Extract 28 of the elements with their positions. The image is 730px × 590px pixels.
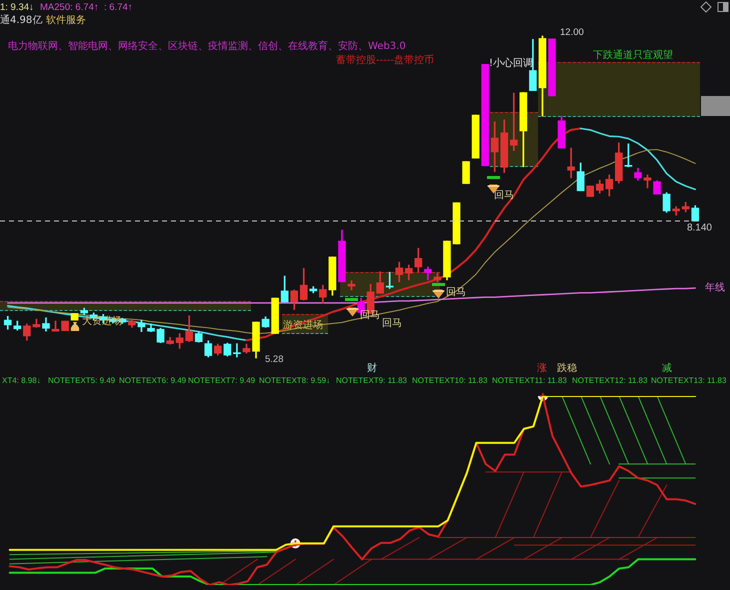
text: NOTETEXT12: 11.83: [572, 376, 648, 386]
text: 跌稳: [557, 363, 577, 374]
text: 通4.98亿: [0, 15, 42, 26]
annotation: 回马: [382, 318, 402, 329]
text: NOTETEXT10: 11.83: [412, 376, 488, 386]
text: 财: [367, 363, 377, 374]
text: NOTETEXT13: 11.83: [651, 376, 726, 386]
text: 涨: [537, 363, 547, 374]
series-label: 年线: [705, 282, 726, 294]
annotation: 电力物联网、智能电网、网络安全、区块链、疫情监测、信创、在线教育、安防、Web3.0: [8, 41, 406, 52]
annotation: 下跌通道只宜观望: [593, 50, 673, 61]
annotation: 蓄带控股-----盘带控币: [336, 55, 434, 66]
text: 减: [662, 363, 672, 374]
annotation: 12.00: [560, 27, 584, 38]
annotation: 回马: [494, 190, 514, 201]
annotation: 5.28: [265, 354, 284, 365]
text: XT4: 8.98↓: [2, 376, 41, 386]
text: NOTETEXT8: 9.59↓: [259, 376, 330, 386]
text: NOTETEXT9: 11.83: [336, 376, 407, 386]
text: MA250: 6.74↑: [40, 2, 99, 13]
text: 1: 9.34↓: [0, 2, 34, 13]
text: NOTETEXT5: 9.49: [48, 376, 116, 386]
text: NOTETEXT11: 11.83: [492, 376, 567, 386]
text: 软件服务: [46, 15, 86, 26]
text: NOTETEXT7: 9.49: [188, 376, 256, 386]
text: NOTETEXT6: 9.49: [119, 376, 186, 386]
text: : 6.74↑: [104, 2, 133, 13]
ref-line-label: 8.140: [686, 222, 712, 234]
